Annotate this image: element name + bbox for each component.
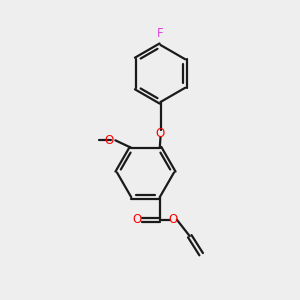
Text: F: F xyxy=(157,27,164,40)
Text: O: O xyxy=(169,213,178,226)
Text: O: O xyxy=(104,134,113,147)
Text: O: O xyxy=(133,213,142,226)
Text: O: O xyxy=(156,127,165,140)
